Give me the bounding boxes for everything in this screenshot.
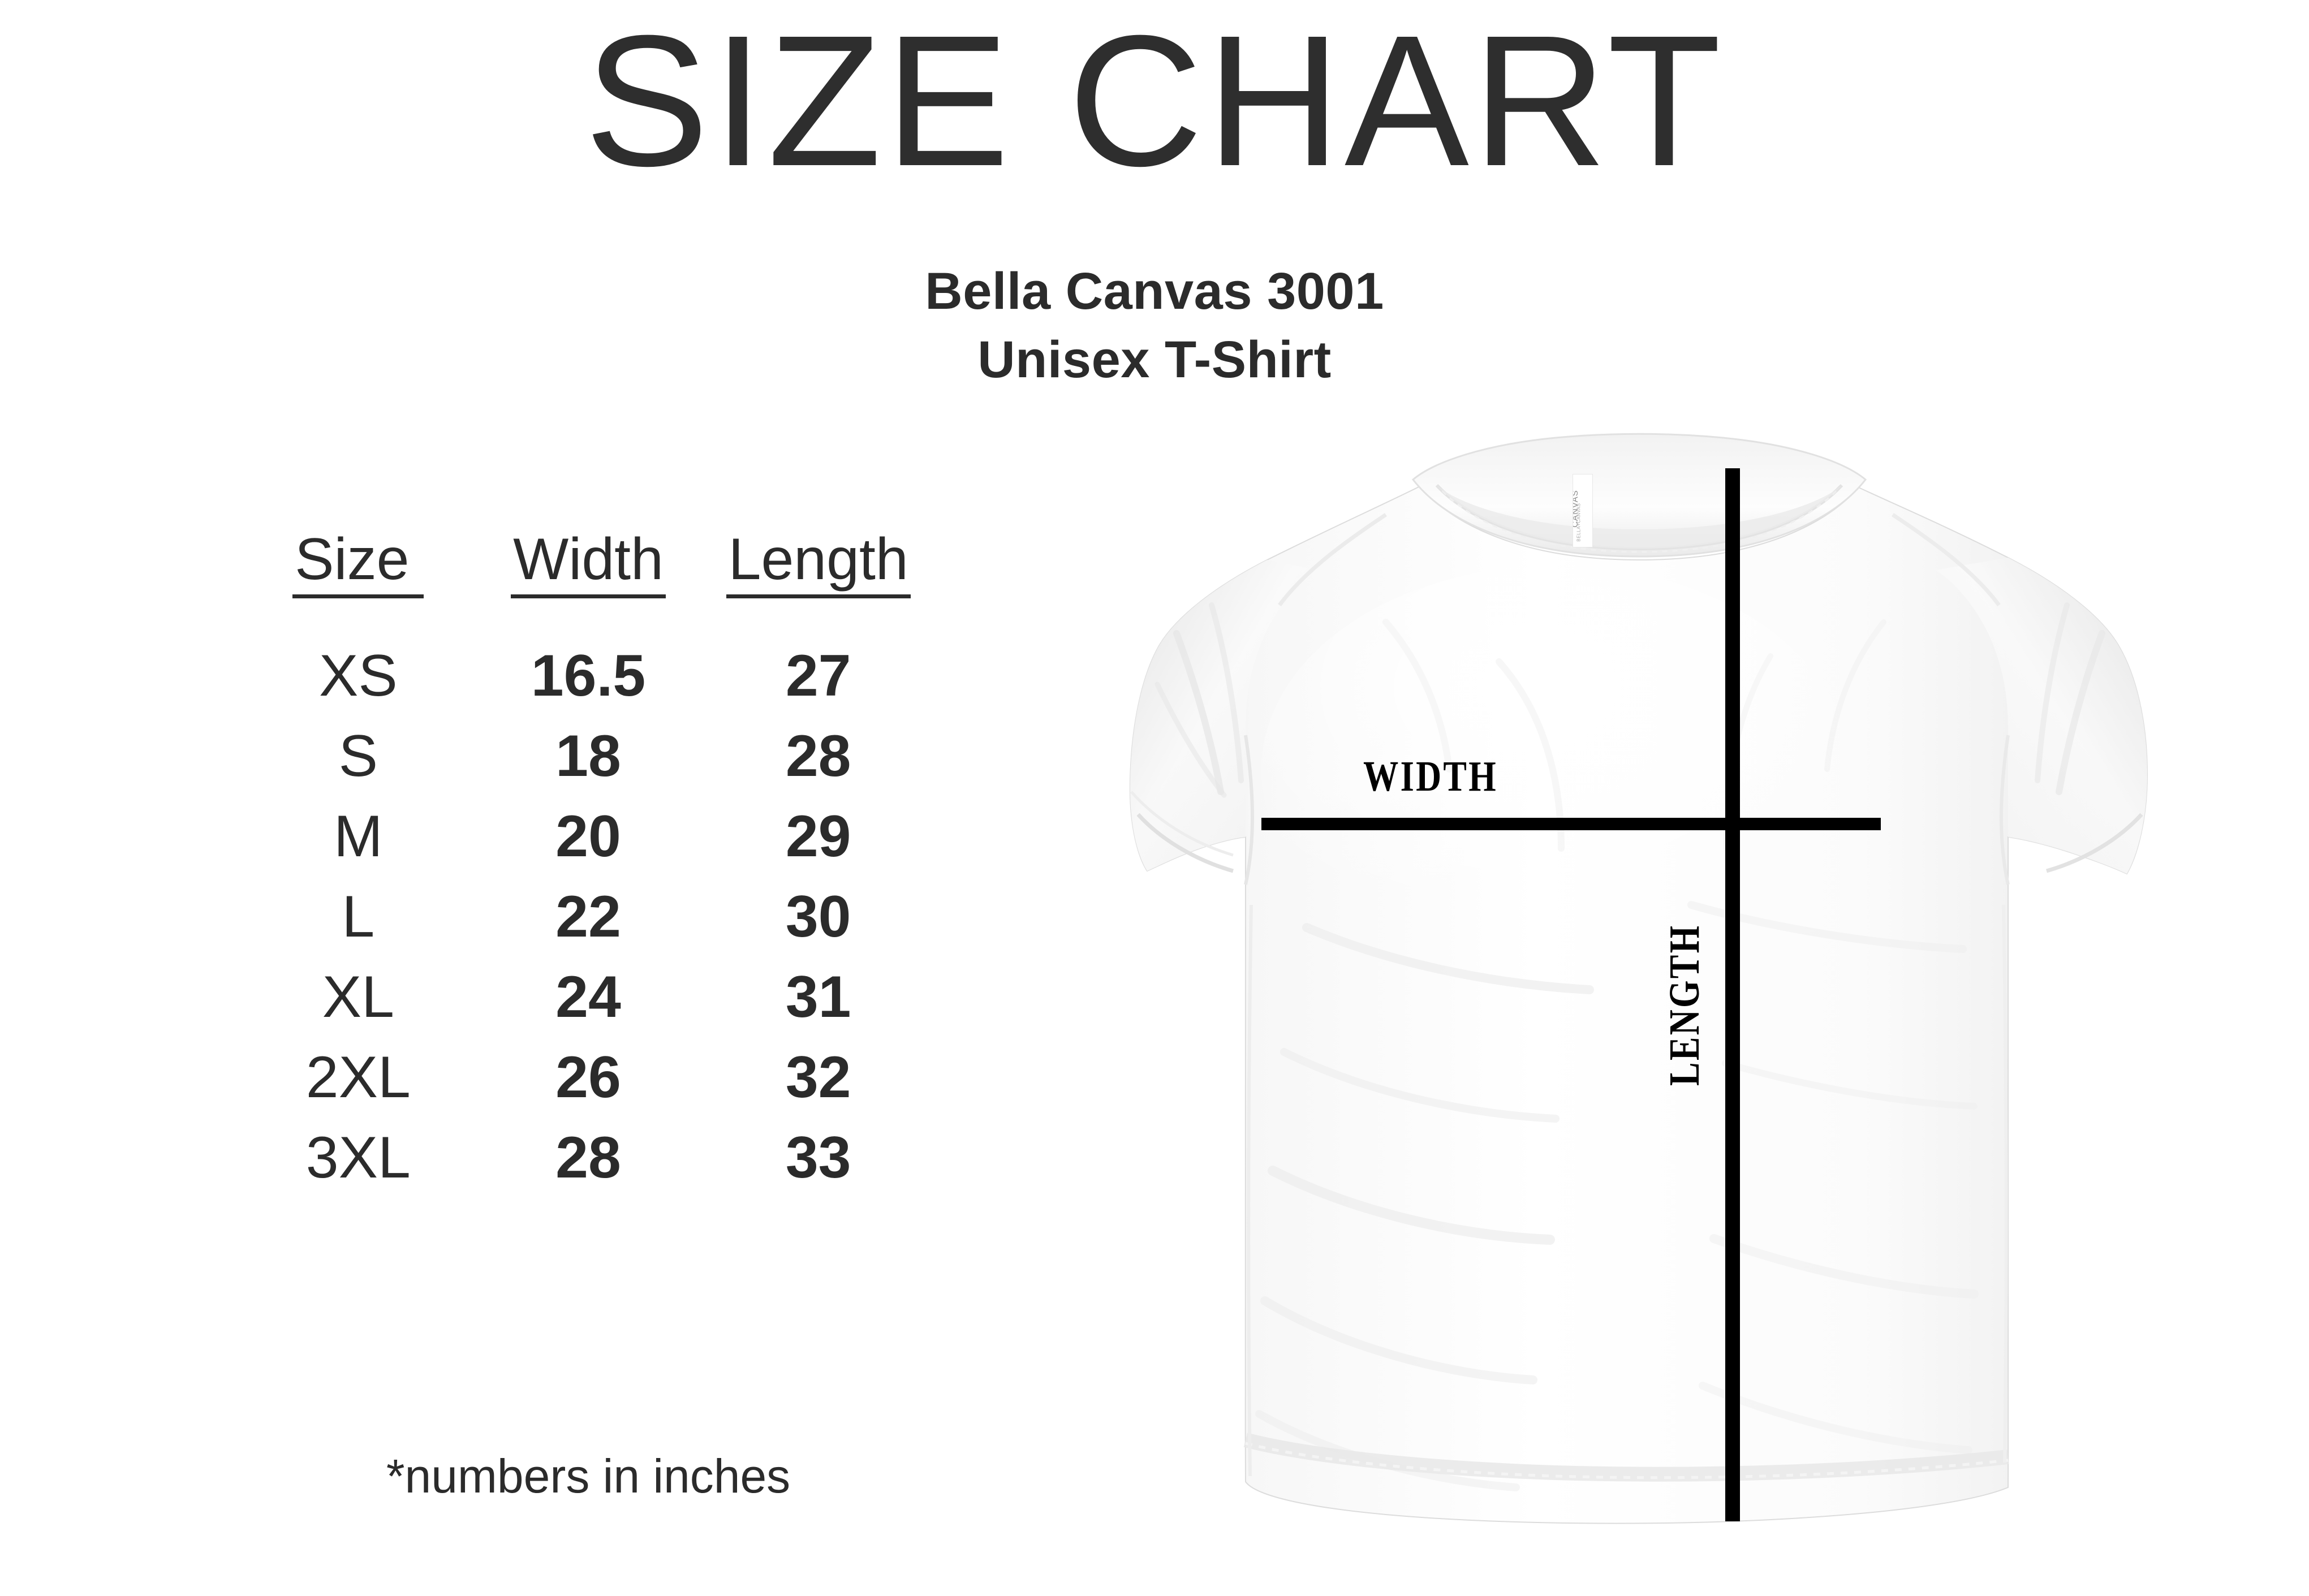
cell-size: L <box>342 884 375 950</box>
neck-label-tag: CANVAS BELLA+CANVAS <box>1573 474 1593 547</box>
subtitle-product: Unisex T-Shirt <box>977 331 1332 389</box>
size-table: Size Width Length XS 16.5 27 S 18 28 M 2… <box>243 526 933 1198</box>
table-row: XL 24 31 <box>243 957 933 1037</box>
left-sleeve-hem <box>1136 813 1234 873</box>
right-side-seam <box>2002 904 2008 1463</box>
cell-width: 16.5 <box>531 643 646 709</box>
right-armhole-seam <box>1999 735 2010 885</box>
cell-width: 24 <box>555 964 621 1030</box>
table-row: M 20 29 <box>243 796 933 877</box>
subtitle-brand-model: Bella Canvas 3001 <box>925 262 1384 320</box>
width-measurement-label: WIDTH <box>1363 753 1498 800</box>
cell-size: S <box>338 723 378 789</box>
left-side-seam <box>1247 904 1253 1477</box>
column-header-size: Size <box>243 526 473 603</box>
cell-width: 28 <box>555 1125 621 1190</box>
left-shoulder-seam <box>1278 513 1387 607</box>
table-header-row: Size Width Length <box>243 526 933 603</box>
cell-size: 2XL <box>305 1045 411 1110</box>
cell-width: 20 <box>555 804 621 869</box>
cell-length: 29 <box>785 804 851 869</box>
tshirt-image <box>1129 433 2148 1524</box>
cell-width: 22 <box>555 884 621 950</box>
sleeve-wrinkles <box>1154 602 2105 798</box>
right-shoulder-seam <box>1892 513 2001 607</box>
size-table-head: Size Width Length <box>243 526 933 603</box>
cell-size: M <box>334 804 383 869</box>
cell-size: XS <box>318 643 398 709</box>
cell-width: 18 <box>555 723 621 789</box>
page-title: SIZE CHART <box>584 0 1725 205</box>
tshirt-illustration: CANVAS BELLA+CANVAS WIDTH LENGTH <box>990 419 2309 1595</box>
size-table-container: Size Width Length XS 16.5 27 S 18 28 M 2… <box>243 526 933 1198</box>
cell-length: 31 <box>785 964 851 1030</box>
cell-length: 28 <box>785 723 851 789</box>
hem-stitch <box>1245 1442 2009 1479</box>
neck-label-secondary-text: BELLA+CANVAS <box>1576 503 1582 542</box>
length-measurement-line <box>1725 468 1740 1521</box>
cell-size: XL <box>322 964 394 1030</box>
cell-length: 33 <box>785 1125 851 1190</box>
bottom-hem-band <box>1243 1433 2009 1482</box>
table-row: 2XL 26 32 <box>243 1037 933 1118</box>
subtitle-block: Bella Canvas 3001 Unisex T-Shirt <box>0 257 2309 395</box>
neck-interior-shadow <box>1437 485 1842 549</box>
table-row: 3XL 28 33 <box>243 1118 933 1198</box>
cell-size: 3XL <box>305 1125 411 1190</box>
left-sleeve-hem-inner <box>1130 791 1234 857</box>
size-table-body: XS 16.5 27 S 18 28 M 20 29 L 22 30 XL 24 <box>243 603 933 1198</box>
table-row: S 18 28 <box>243 716 933 796</box>
collar-stitch <box>1441 490 1837 553</box>
cell-length: 27 <box>785 643 851 709</box>
column-header-length: Length <box>703 526 933 603</box>
length-measurement-label: LENGTH <box>1661 924 1708 1086</box>
chest-highlight <box>1261 566 1850 973</box>
table-row: L 22 30 <box>243 877 933 957</box>
column-header-width: Width <box>473 526 704 603</box>
cell-length: 30 <box>785 884 851 950</box>
cell-length: 32 <box>785 1045 851 1110</box>
units-footnote: *numbers in inches <box>386 1450 791 1503</box>
left-armhole-seam <box>1244 735 1255 885</box>
cell-width: 26 <box>555 1045 621 1110</box>
table-row: XS 16.5 27 <box>243 603 933 716</box>
width-measurement-line <box>1261 818 1881 830</box>
right-sleeve-hem <box>2046 813 2143 873</box>
